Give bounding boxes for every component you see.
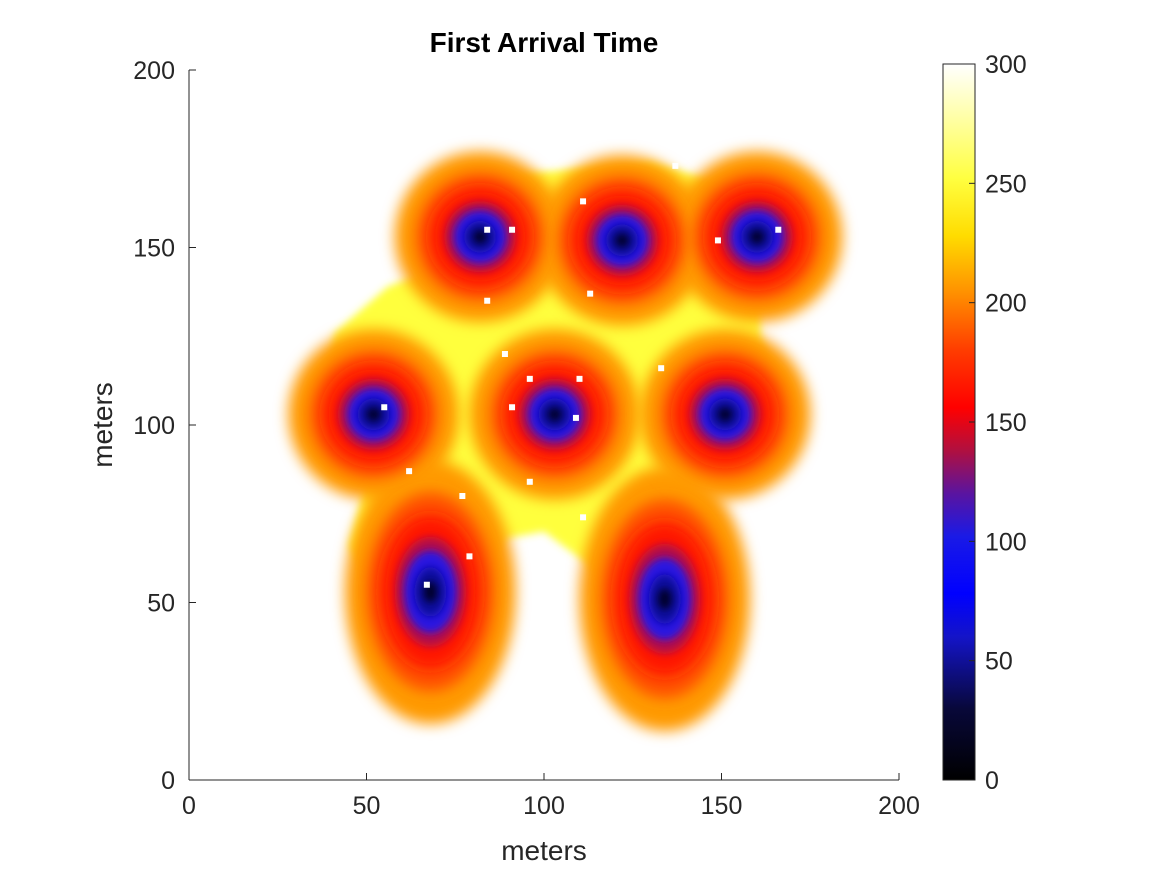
y-tick-label: 50 [147,590,175,618]
x-tick-label: 100 [523,792,565,820]
x-tick-label: 50 [353,792,381,820]
x-tick-label: 200 [878,792,920,820]
receiver-marker [484,297,491,304]
x-tick-label: 0 [182,792,196,820]
x-axis-label: meters [501,835,587,866]
chart-title: First Arrival Time [430,27,659,58]
arrival-basin-band [717,407,733,422]
receiver-marker [501,351,508,357]
x-ticks: 0 50 100 150 200 [182,773,920,820]
receiver-marker [484,226,491,233]
receiver-marker [526,478,533,485]
arrival-basin-band [749,229,765,244]
receiver-marker [714,237,721,244]
colorbar-ticks: 0 50 100 150 200 250 300 [969,51,1027,795]
arrival-basin-band [657,587,672,610]
colorbar-tick-label: 100 [985,528,1027,556]
colorbar-tick-label: 300 [985,51,1027,79]
receiver-marker [423,581,430,588]
y-axis-label: meters [87,382,118,468]
receiver-marker [580,514,587,521]
y-tick-label: 150 [133,235,175,263]
receiver-marker [576,375,583,382]
arrival-basin-band [615,233,630,248]
arrival-basin-band [366,407,381,422]
colorbar-tick-label: 150 [985,409,1027,437]
receiver-marker [381,404,388,411]
y-tick-label: 100 [133,412,175,440]
colorbar-tick-label: 200 [985,290,1027,318]
arrival-basin-band [547,407,562,422]
y-tick-label: 0 [161,767,175,795]
receiver-marker [509,226,516,233]
colorbar: 0 50 100 150 200 250 300 [942,51,1027,795]
receiver-marker [658,365,665,372]
arrival-basin-band [473,229,488,244]
receiver-marker [580,198,587,205]
receiver-marker [459,493,466,499]
receiver-marker [587,290,594,297]
y-ticks: 0 50 100 150 200 [133,57,196,795]
receiver-marker [526,375,533,382]
receiver-marker [406,468,413,475]
receiver-marker [572,414,579,421]
colorbar-tick-label: 50 [985,648,1013,676]
receiver-marker [672,162,679,169]
marker-layer [381,162,782,588]
receiver-marker [509,404,516,411]
receiver-marker [775,226,782,233]
colorbar-tick-label: 0 [985,767,999,795]
y-tick-label: 200 [133,57,175,85]
plot-area: 0 50 100 150 200 0 50 100 150 200 [133,57,920,820]
colorbar-tick-label: 250 [985,170,1027,198]
x-tick-label: 150 [701,792,743,820]
receiver-marker [466,553,473,560]
heatmap-field [288,151,843,732]
